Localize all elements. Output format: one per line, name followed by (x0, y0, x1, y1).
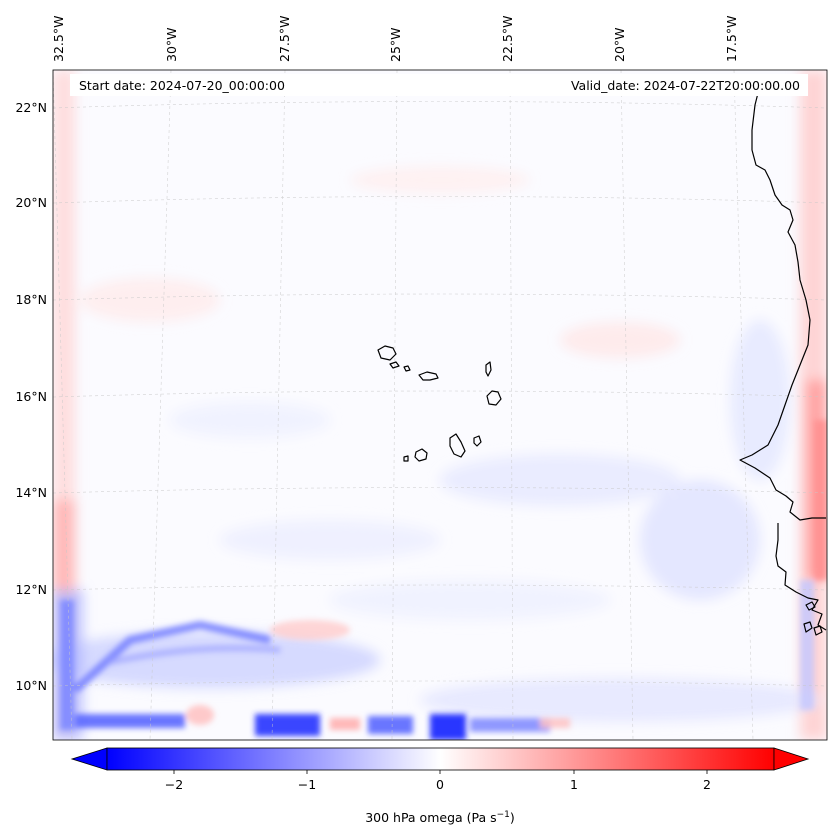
colorbar-extend-high (773, 747, 810, 771)
lat-label: 10°N (15, 678, 47, 693)
map-frame (52, 69, 828, 741)
start-date-label: Start date: 2024-07-20_00:00:00 (79, 78, 285, 93)
coastlines (377, 84, 827, 636)
lon-label: 27.5°W (277, 16, 292, 62)
colorbar-tick-label: −2 (165, 777, 183, 792)
lon-label: 20°W (612, 27, 627, 62)
colorbar-label: 300 hPa omega (Pa s−1) (365, 810, 515, 825)
lon-label: 17.5°W (724, 16, 739, 62)
colorbar: −2 −1 0 1 2 300 hPa omega (Pa s−1) (70, 747, 810, 825)
lat-label: 22°N (15, 100, 47, 115)
lon-label: 32.5°W (51, 16, 66, 62)
lon-labels: 32.5°W 30°W 27.5°W 25°W 22.5°W 20°W 17.5… (51, 16, 739, 62)
island-sal (485, 361, 492, 377)
colorbar-tick-label: 2 (703, 777, 711, 792)
lat-labels: 22°N 20°N 18°N 16°N 14°N 12°N 10°N (15, 100, 47, 693)
island-boa-vista (486, 390, 502, 406)
bijagos-islands (803, 601, 823, 636)
colorbar-tick-label: −1 (298, 777, 316, 792)
lat-label: 14°N (15, 485, 47, 500)
lat-label: 16°N (15, 389, 47, 404)
colorbar-label-main: 300 hPa omega (Pa s (365, 810, 496, 825)
island-maio (473, 435, 482, 447)
lat-label: 20°N (15, 195, 47, 210)
island-brava (403, 455, 409, 462)
colorbar-ticks (173, 770, 708, 774)
island-sao-nicolau (418, 371, 439, 381)
colorbar-label-close: ) (510, 810, 515, 825)
valid-date-label: Valid_date: 2024-07-22T20:00:00.00 (571, 78, 800, 93)
colorbar-extend-low (70, 747, 108, 771)
colorbar-label-exponent: −1 (497, 810, 510, 820)
colorbar-tick-label: 1 (570, 777, 578, 792)
island-santiago (449, 433, 466, 458)
map-panel (53, 70, 827, 740)
island-fogo (414, 448, 428, 462)
lat-label: 12°N (15, 582, 47, 597)
lon-label: 22.5°W (500, 16, 515, 62)
lon-label: 30°W (164, 27, 179, 62)
omega-field (53, 70, 827, 740)
africa-coastline (739, 84, 827, 631)
island-santo-antao (377, 345, 397, 361)
colorbar-body (106, 747, 775, 771)
island-sao-vicente (389, 361, 400, 369)
gridlines (53, 70, 827, 740)
lon-label: 25°W (388, 27, 403, 62)
island-santa-luzia (403, 365, 411, 372)
colorbar-tick-label: 0 (436, 777, 444, 792)
header-strip (70, 74, 808, 96)
lat-label: 18°N (15, 292, 47, 307)
